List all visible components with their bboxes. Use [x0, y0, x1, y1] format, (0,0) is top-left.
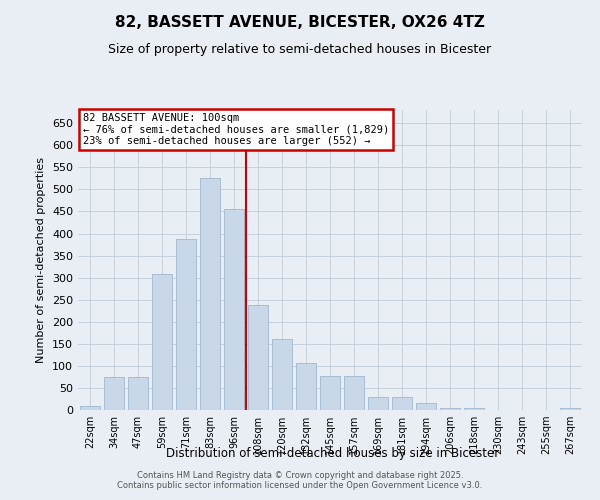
Bar	[296, 363, 316, 410]
Bar	[560, 408, 580, 410]
Text: Size of property relative to semi-detached houses in Bicester: Size of property relative to semi-detach…	[109, 42, 491, 56]
Bar	[368, 397, 388, 410]
Bar	[440, 408, 460, 410]
Bar	[80, 406, 100, 410]
Bar	[128, 377, 148, 410]
Text: Contains HM Land Registry data © Crown copyright and database right 2025.
Contai: Contains HM Land Registry data © Crown c…	[118, 470, 482, 490]
Bar	[176, 239, 196, 410]
Text: Distribution of semi-detached houses by size in Bicester: Distribution of semi-detached houses by …	[166, 448, 500, 460]
Bar	[392, 397, 412, 410]
Bar	[200, 178, 220, 410]
Bar	[152, 274, 172, 410]
Bar	[272, 340, 292, 410]
Bar	[248, 305, 268, 410]
Bar	[224, 210, 244, 410]
Bar	[416, 402, 436, 410]
Bar	[464, 408, 484, 410]
Text: 82, BASSETT AVENUE, BICESTER, OX26 4TZ: 82, BASSETT AVENUE, BICESTER, OX26 4TZ	[115, 15, 485, 30]
Bar	[320, 376, 340, 410]
Bar	[104, 377, 124, 410]
Text: 82 BASSETT AVENUE: 100sqm
← 76% of semi-detached houses are smaller (1,829)
23% : 82 BASSETT AVENUE: 100sqm ← 76% of semi-…	[83, 113, 389, 146]
Y-axis label: Number of semi-detached properties: Number of semi-detached properties	[37, 157, 46, 363]
Bar	[344, 376, 364, 410]
